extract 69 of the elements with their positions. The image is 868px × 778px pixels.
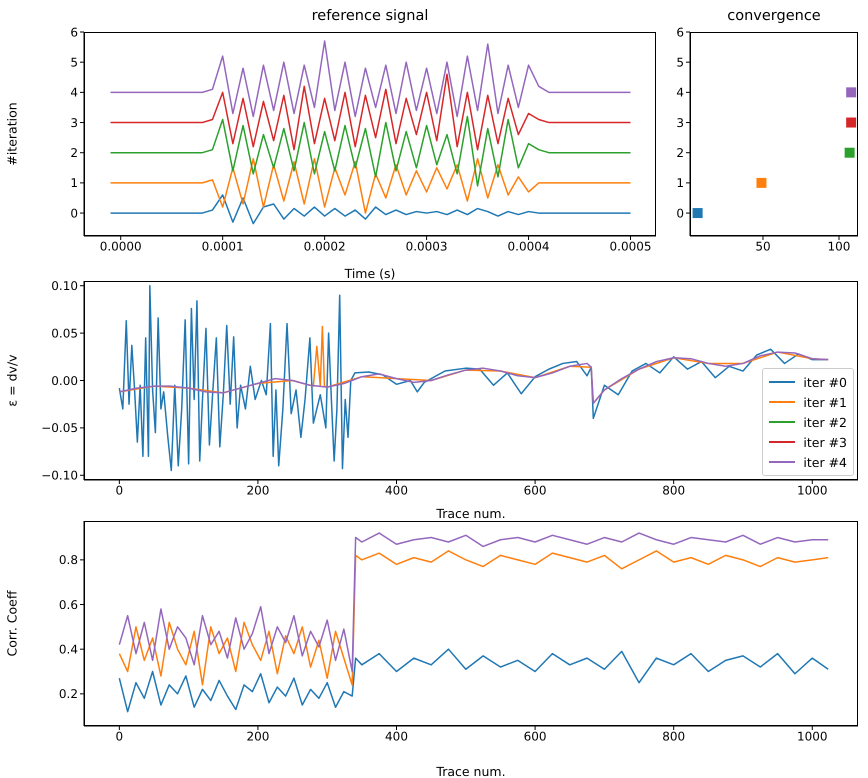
- x-axis-title: Time (s): [344, 266, 396, 281]
- line-series: [118, 648, 829, 712]
- x-tick-label: 400: [385, 730, 408, 744]
- y-tick-label: 0.4: [58, 642, 78, 656]
- x-tick-label: 0.0003: [406, 240, 448, 254]
- x-tick-label: 800: [662, 484, 686, 498]
- y-tick-label: 4: [676, 86, 684, 100]
- x-tick-label: 200: [246, 730, 270, 744]
- line-series: [110, 74, 632, 150]
- x-tick-label: 400: [385, 484, 408, 498]
- line-series: [110, 40, 632, 118]
- y-axis-title: #iteration: [4, 102, 20, 166]
- y-tick-label: 0: [70, 206, 78, 220]
- x-tick-label: 0.0005: [610, 240, 652, 254]
- y-tick-label: 0.8: [58, 553, 78, 568]
- legend-label: iter #0: [803, 374, 847, 390]
- line-series: [110, 194, 632, 224]
- y-tick-label: 2: [676, 146, 684, 160]
- point: [844, 148, 855, 158]
- y-tick-label: 0.00: [51, 374, 78, 388]
- y-tick-label: 4: [70, 86, 78, 100]
- y-tick-label: 0.10: [51, 279, 78, 293]
- x-tick-label: 0: [116, 484, 124, 498]
- x-tick-label: 0: [116, 730, 124, 744]
- y-axis-title: ε = dv/v: [4, 354, 20, 407]
- y-tick-label: 0.6: [58, 598, 78, 612]
- x-tick-label: 100: [828, 240, 850, 254]
- y-tick-label: 3: [70, 116, 78, 130]
- line-series: [118, 532, 829, 672]
- y-tick-label: 1: [676, 176, 684, 190]
- point: [846, 118, 856, 128]
- x-tick-label: 0.0001: [202, 240, 244, 254]
- y-tick-label: 0.05: [51, 326, 78, 340]
- y-tick-label: 6: [676, 25, 684, 40]
- x-axis-title: Trace num.: [435, 506, 506, 521]
- y-tick-label: 3: [676, 116, 684, 130]
- line-series: [118, 550, 829, 686]
- line-series: [110, 116, 632, 187]
- legend-label: iter #4: [803, 454, 847, 470]
- legend-label: iter #3: [803, 434, 847, 450]
- x-tick-label: 200: [246, 484, 270, 498]
- y-tick-label: 6: [70, 25, 78, 40]
- chart-title: reference signal: [310, 8, 430, 24]
- y-tick-label: −0.05: [41, 421, 78, 436]
- point: [692, 208, 703, 218]
- legend-label: iter #2: [803, 414, 847, 430]
- y-axis-title: Corr. Coeff: [4, 590, 20, 656]
- y-tick-label: 5: [70, 55, 78, 70]
- line-series: [110, 158, 632, 214]
- x-tick-label: 600: [524, 484, 547, 498]
- y-tick-label: −0.10: [41, 468, 78, 483]
- x-tick-label: 1000: [796, 730, 828, 744]
- legend-label: iter #1: [803, 394, 847, 410]
- x-tick-label: 0.0004: [508, 240, 550, 254]
- y-tick-label: 2: [70, 146, 78, 160]
- x-tick-label: 1000: [796, 484, 828, 498]
- point: [756, 178, 766, 188]
- y-tick-label: 0: [676, 206, 684, 220]
- x-axis-title: Trace num.: [435, 764, 506, 778]
- x-tick-label: 0.0002: [304, 240, 346, 254]
- point: [846, 87, 856, 98]
- x-tick-label: 600: [524, 730, 547, 744]
- y-tick-label: 5: [676, 55, 684, 70]
- x-tick-label: 0.0000: [100, 240, 142, 254]
- chart-title: convergence: [726, 8, 822, 24]
- y-tick-label: 1: [70, 176, 78, 190]
- y-tick-label: 0.2: [58, 687, 78, 702]
- x-tick-label: 800: [662, 730, 686, 744]
- x-tick-label: 50: [755, 240, 771, 254]
